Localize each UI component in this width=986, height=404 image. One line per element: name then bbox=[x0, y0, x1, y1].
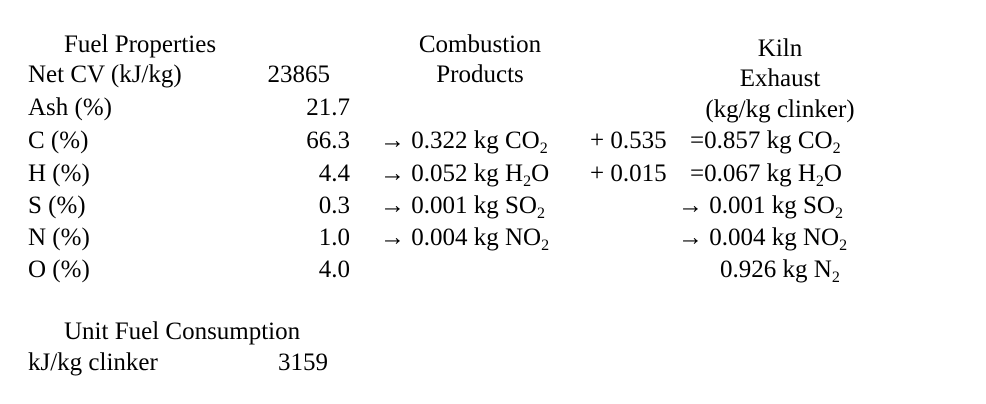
combustion-amount: 0.004 kg bbox=[411, 224, 499, 251]
combustion-row-co2: → 0.322 kg CO2 bbox=[380, 126, 548, 157]
species: SO bbox=[803, 192, 835, 219]
fuel-value-ash: 21.7 bbox=[306, 94, 350, 121]
fuel-label-net-cv: Net CV (kJ/kg) bbox=[28, 61, 182, 88]
combustion-amount: 0.001 kg bbox=[411, 192, 499, 219]
combustion-amount: 0.052 kg bbox=[411, 160, 499, 187]
kiln-row-so2: → 0.001 kg SO2 bbox=[678, 191, 843, 222]
consumption-label: kJ/kg clinker bbox=[28, 349, 158, 376]
fuel-value-oxygen: 4.0 bbox=[318, 256, 350, 283]
fuel-label-sulfur: S (%) bbox=[28, 192, 86, 219]
arrow-icon: → bbox=[678, 192, 703, 219]
kiln-amount: 0.926 kg bbox=[720, 256, 808, 283]
fuel-value-carbon: 66.3 bbox=[306, 127, 350, 154]
subscript: 2 bbox=[539, 140, 548, 157]
equals-sign: = bbox=[690, 160, 705, 187]
addition-co2: + 0.535 bbox=[590, 127, 667, 154]
fuel-value-hydrogen: 4.4 bbox=[318, 160, 350, 187]
fuel-label-carbon: C (%) bbox=[28, 127, 89, 154]
kiln-row-n2: 0.926 kg N2 bbox=[720, 255, 840, 286]
kiln-row-co2: =0.857 kg CO2 bbox=[690, 126, 841, 157]
combustion-heading-line1: Combustion bbox=[418, 31, 542, 58]
combustion-heading-line2: Products bbox=[436, 61, 524, 88]
equals-sign: = bbox=[690, 127, 705, 154]
arrow-icon: → bbox=[380, 192, 405, 219]
species: CO bbox=[797, 127, 833, 154]
addition-h2o: + 0.015 bbox=[590, 160, 667, 187]
fuel-value-net-cv: 23865 bbox=[267, 61, 331, 88]
species-suffix: O bbox=[823, 160, 842, 187]
arrow-icon: → bbox=[380, 127, 405, 154]
species: H bbox=[797, 160, 816, 187]
fuel-label-ash: Ash (%) bbox=[28, 94, 113, 121]
species: CO bbox=[505, 127, 540, 154]
species-suffix: O bbox=[531, 160, 550, 187]
subscript: 2 bbox=[832, 140, 841, 157]
subscript: 2 bbox=[815, 173, 824, 190]
consumption-heading: Unit Fuel Consumption bbox=[64, 318, 301, 345]
fuel-properties-heading: Fuel Properties bbox=[64, 31, 217, 58]
species: NO bbox=[803, 224, 840, 251]
fuel-label-oxygen: O (%) bbox=[28, 256, 90, 283]
kiln-heading-line3: (kg/kg clinker) bbox=[705, 96, 855, 123]
kiln-heading-line2: Exhaust bbox=[739, 65, 821, 92]
subscript: 2 bbox=[834, 205, 843, 222]
kiln-row-no2: → 0.004 kg NO2 bbox=[678, 223, 848, 254]
fuel-value-sulfur: 0.3 bbox=[318, 192, 350, 219]
species: H bbox=[505, 160, 524, 187]
kiln-heading-line1: Kiln bbox=[757, 35, 803, 62]
fuel-value-nitrogen: 1.0 bbox=[318, 224, 350, 251]
species: NO bbox=[505, 224, 542, 251]
subscript: 2 bbox=[839, 237, 848, 254]
kiln-amount: 0.004 kg bbox=[709, 224, 797, 251]
species: N bbox=[813, 256, 832, 283]
kiln-row-h2o: =0.067 kg H2O bbox=[690, 159, 842, 190]
fuel-label-nitrogen: N (%) bbox=[28, 224, 90, 251]
kiln-amount: 0.857 kg bbox=[704, 127, 792, 154]
arrow-icon: → bbox=[678, 224, 703, 251]
kiln-amount: 0.001 kg bbox=[709, 192, 797, 219]
subscript: 2 bbox=[523, 173, 532, 190]
arrow-icon: → bbox=[380, 224, 405, 251]
fuel-label-hydrogen: H (%) bbox=[28, 160, 90, 187]
kiln-amount: 0.067 kg bbox=[704, 160, 792, 187]
combustion-amount: 0.322 kg bbox=[411, 127, 499, 154]
species: SO bbox=[505, 192, 537, 219]
combustion-row-h2o: → 0.052 kg H2O bbox=[380, 159, 550, 190]
subscript: 2 bbox=[831, 269, 840, 286]
subscript: 2 bbox=[541, 237, 550, 254]
consumption-value: 3159 bbox=[278, 349, 328, 376]
combustion-row-so2: → 0.001 kg SO2 bbox=[380, 191, 545, 222]
arrow-icon: → bbox=[380, 160, 405, 187]
combustion-row-no2: → 0.004 kg NO2 bbox=[380, 223, 550, 254]
subscript: 2 bbox=[536, 205, 545, 222]
